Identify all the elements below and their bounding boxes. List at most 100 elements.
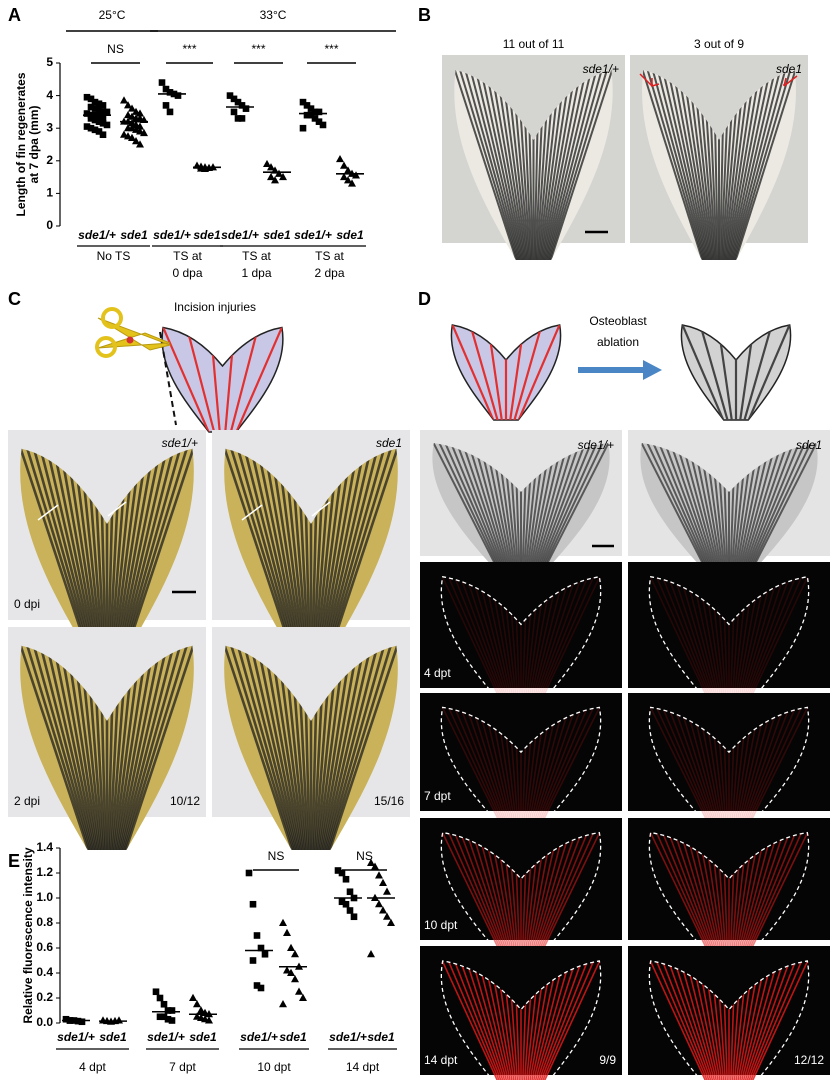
temperature-label: 33°C bbox=[260, 8, 287, 22]
point bbox=[253, 982, 261, 989]
fin-ray bbox=[116, 448, 165, 653]
fin-ray bbox=[441, 707, 506, 829]
fin-ray bbox=[28, 645, 94, 850]
point bbox=[275, 169, 283, 177]
fin-ray bbox=[647, 443, 715, 576]
point bbox=[87, 115, 95, 122]
x-tick-label: sde1/+ bbox=[153, 228, 191, 242]
fin-ray bbox=[533, 707, 593, 829]
fin-ray bbox=[327, 645, 398, 850]
fin-ray bbox=[743, 443, 811, 576]
fin-ray bbox=[653, 70, 708, 260]
point bbox=[160, 1000, 168, 1008]
caption: 3 out of 9 bbox=[694, 37, 744, 51]
fin-ray bbox=[464, 443, 512, 576]
fin bbox=[161, 326, 284, 433]
fin-ray bbox=[530, 576, 574, 706]
point bbox=[379, 906, 387, 914]
fin-ray bbox=[641, 443, 714, 576]
fin-ray bbox=[739, 960, 788, 1080]
point bbox=[152, 988, 160, 996]
fin-ray bbox=[246, 645, 301, 850]
y-tick-label: 0.4 bbox=[36, 965, 53, 979]
point bbox=[352, 171, 360, 179]
point bbox=[164, 1007, 172, 1014]
fin-ray bbox=[545, 70, 602, 260]
fin-ray bbox=[664, 70, 710, 260]
fin-ray bbox=[433, 443, 506, 576]
fin-ray bbox=[183, 327, 217, 432]
scissors bbox=[97, 317, 172, 351]
fin-ray bbox=[42, 448, 97, 653]
point bbox=[164, 1015, 172, 1023]
fin-outline bbox=[648, 576, 810, 707]
point bbox=[261, 950, 269, 958]
group-label: 10 dpt bbox=[257, 1060, 291, 1074]
group-label: 1 dpa bbox=[241, 266, 271, 280]
genotype: sde1 bbox=[376, 436, 402, 450]
point bbox=[287, 943, 295, 951]
fin-ray bbox=[535, 960, 599, 1080]
fin-ray bbox=[536, 576, 601, 706]
point bbox=[95, 113, 103, 121]
fin-ray bbox=[744, 960, 809, 1080]
fin-ray bbox=[49, 448, 98, 653]
fin-ray bbox=[548, 70, 613, 260]
point bbox=[78, 1018, 86, 1026]
fin-ray bbox=[729, 70, 780, 260]
fin-ray bbox=[742, 325, 776, 420]
point bbox=[311, 115, 319, 122]
fin-ray bbox=[670, 576, 719, 706]
fin-ray bbox=[441, 960, 506, 1080]
fin-ray bbox=[224, 448, 295, 653]
group-label: TS at bbox=[173, 249, 202, 263]
point bbox=[307, 111, 315, 119]
arrow-head bbox=[783, 77, 787, 87]
point bbox=[140, 128, 148, 137]
fin-ray bbox=[321, 645, 376, 850]
fin-ray bbox=[535, 707, 599, 829]
fin-ray bbox=[512, 325, 546, 420]
fin-ray bbox=[738, 832, 782, 958]
point bbox=[238, 102, 246, 109]
fin-ray bbox=[324, 645, 390, 850]
fin-ray bbox=[640, 443, 713, 576]
genotype: sde1 bbox=[776, 62, 802, 76]
point bbox=[279, 1000, 287, 1008]
point bbox=[158, 79, 166, 86]
point bbox=[267, 172, 275, 181]
y-tick-label: 1.2 bbox=[36, 865, 53, 879]
fin-outline bbox=[440, 706, 602, 830]
point bbox=[168, 1007, 176, 1014]
point bbox=[132, 137, 140, 145]
fin-ray bbox=[740, 960, 795, 1080]
fin-ray bbox=[533, 832, 593, 958]
fin-ray bbox=[35, 448, 95, 653]
fin-ray bbox=[321, 448, 376, 653]
fin-ray bbox=[468, 576, 512, 706]
point bbox=[160, 1013, 168, 1021]
point bbox=[279, 918, 287, 926]
time-label: 7 dpt bbox=[424, 789, 451, 803]
fin-outline bbox=[440, 831, 602, 959]
fin-ray bbox=[439, 443, 507, 576]
fin-ray bbox=[462, 707, 511, 829]
fin-ray bbox=[536, 707, 601, 829]
fin-ray bbox=[531, 707, 580, 829]
point bbox=[234, 115, 242, 122]
y-tick-label: 0.2 bbox=[36, 990, 53, 1004]
point bbox=[387, 918, 395, 926]
point bbox=[346, 888, 354, 896]
point bbox=[238, 115, 246, 122]
fin-ray bbox=[477, 70, 524, 260]
fin-ray bbox=[35, 645, 95, 850]
fin-ray bbox=[744, 707, 809, 829]
fin-rays bbox=[224, 448, 398, 653]
point bbox=[234, 98, 242, 106]
point bbox=[350, 913, 358, 921]
point bbox=[95, 106, 103, 114]
group-label: 2 dpa bbox=[314, 266, 344, 280]
point bbox=[128, 104, 136, 112]
count-label: 10/12 bbox=[170, 794, 200, 808]
point bbox=[136, 122, 144, 130]
